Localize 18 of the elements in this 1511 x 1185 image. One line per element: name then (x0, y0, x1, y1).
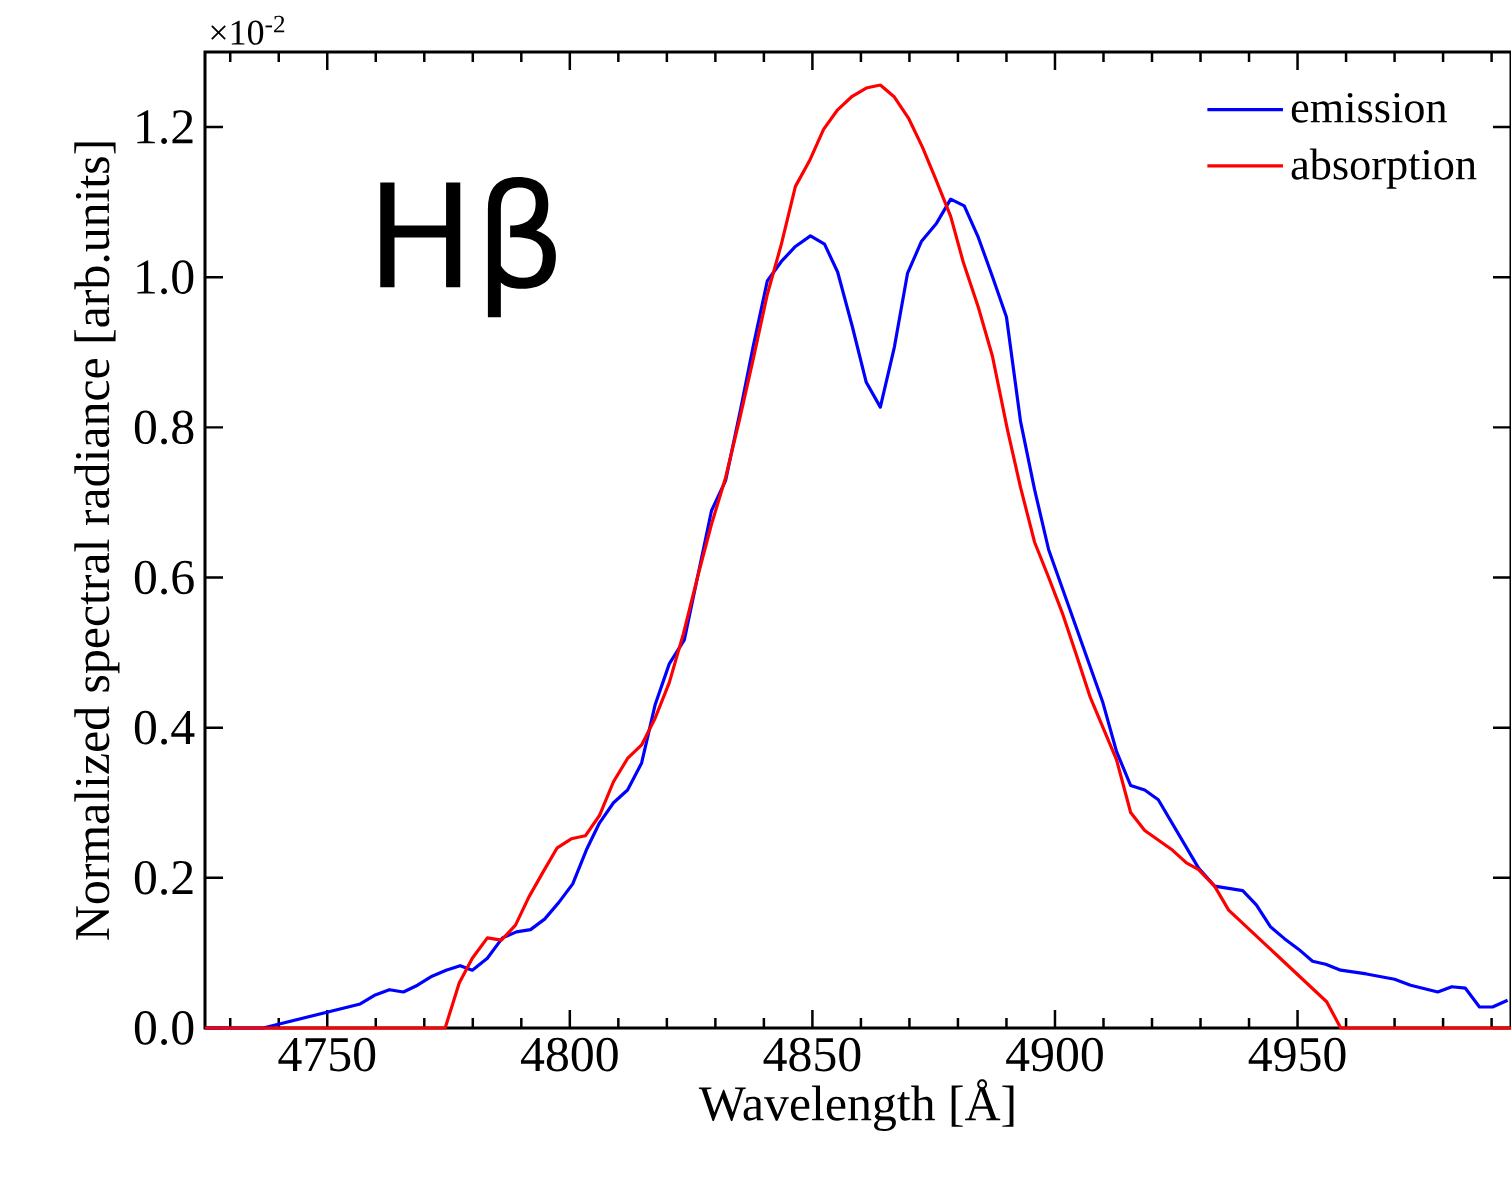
legend-label: emission (1291, 92, 1447, 123)
x-tick-label: 4750 (278, 1037, 376, 1072)
x-tick-label: 4900 (1006, 1037, 1103, 1072)
y-tick-label: 1.0 (137, 260, 194, 295)
y-tick-label: 0.4 (134, 710, 195, 745)
x-tick-label: 4850 (763, 1037, 861, 1072)
y-tick-label: 0.8 (134, 410, 194, 445)
annotation: Hβ (380, 177, 556, 318)
y-tick-label: 0.0 (134, 1011, 194, 1045)
y-axis-title: Normalized spectral radiance [arb.units] (74, 142, 120, 940)
legend-label: absorption (1291, 148, 1477, 189)
y-tick-label: 0.6 (134, 560, 194, 595)
y-tick-label: 1.2 (137, 110, 193, 144)
text: ×10$^{-2}$ (211, 15, 285, 45)
x-tick-label: 4950 (1248, 1037, 1346, 1072)
x-axis-title: Wavelength [Å] (698, 1079, 1014, 1131)
x-tick-label: 4800 (520, 1037, 618, 1072)
y-tick-label: 0.2 (134, 860, 193, 895)
